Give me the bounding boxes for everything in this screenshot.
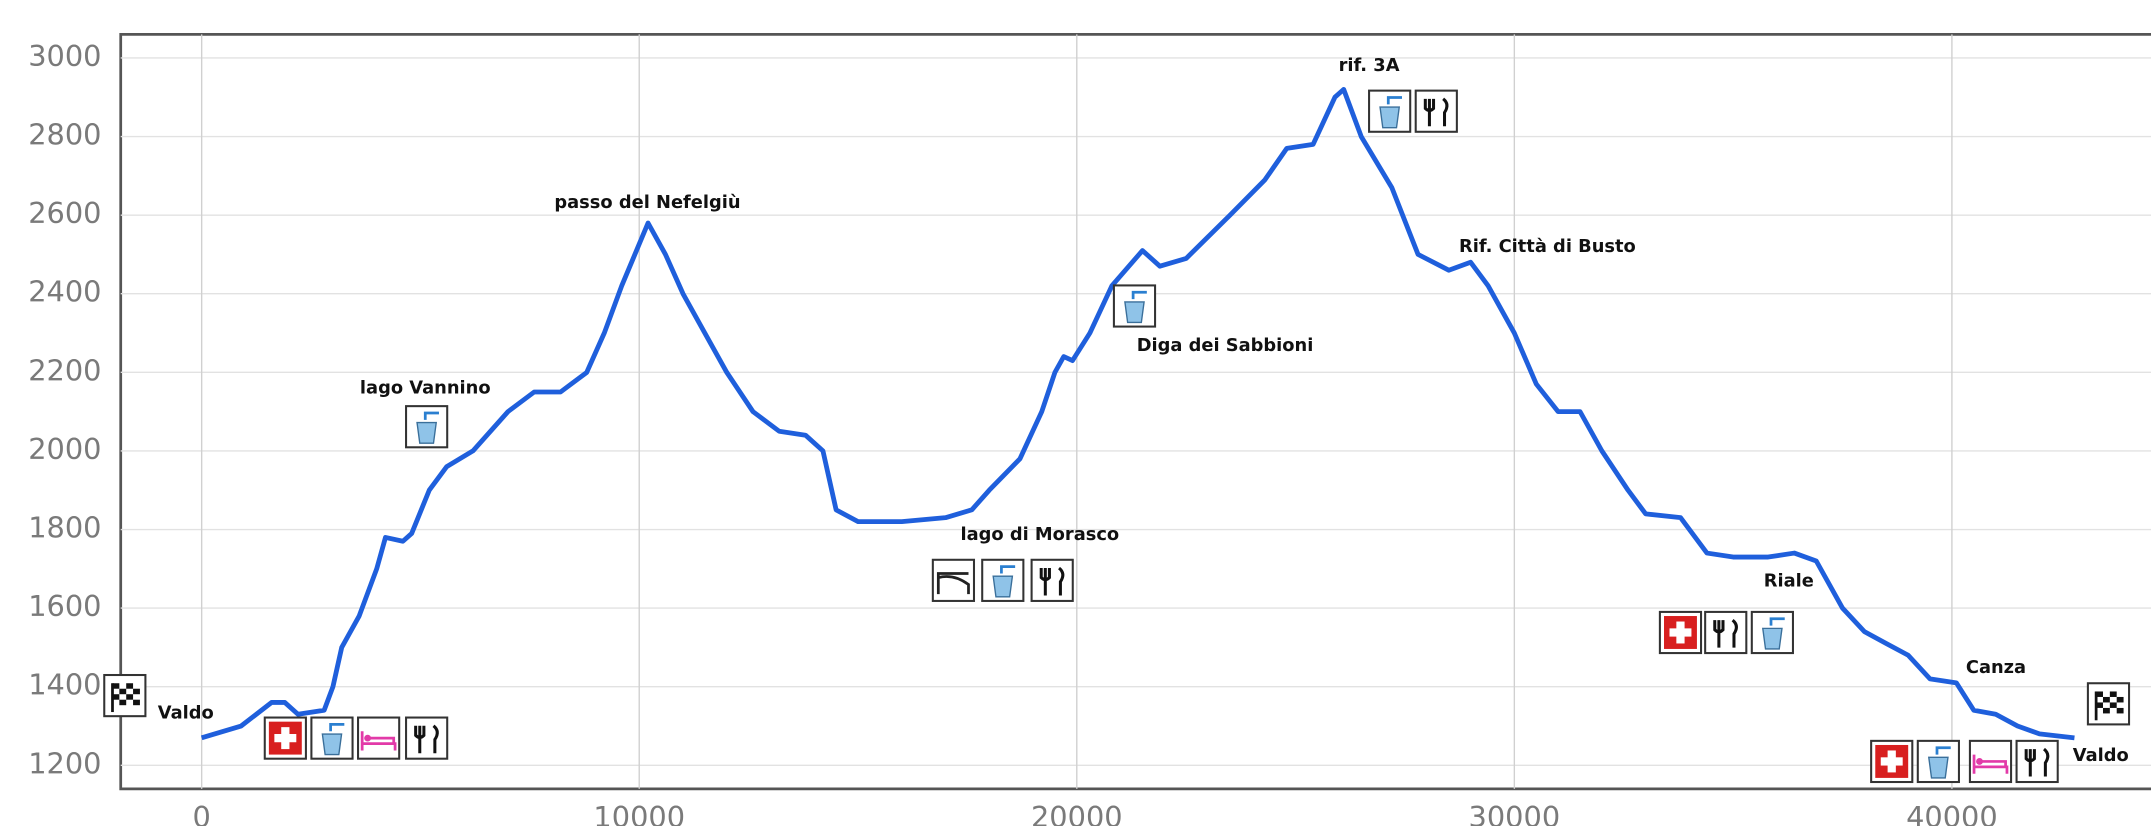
icon-part: [2096, 691, 2103, 697]
y-tick-label: 2800: [28, 118, 101, 152]
y-tick-label: 2600: [28, 196, 101, 230]
icon-part: [133, 688, 140, 695]
elevation-line: [200, 86, 2075, 741]
icon-part: [423, 411, 439, 420]
icon-part: [133, 699, 140, 706]
icon-part: [936, 572, 970, 595]
icon-fork: [1414, 89, 1458, 133]
place-label: lago Vannino: [360, 377, 491, 398]
icon-part: [1039, 566, 1065, 596]
icon-part: [1927, 756, 1949, 779]
x-tick-label: 10000: [593, 800, 685, 826]
icon-part: [1976, 758, 1983, 765]
icon-part: [2102, 696, 2110, 703]
icon-frame: [405, 716, 449, 760]
place-label: Diga dei Sabbioni: [1137, 335, 1314, 356]
icon-part: [1713, 618, 1738, 648]
icon-part: [414, 724, 439, 754]
icon-part: [2102, 707, 2110, 714]
icon-part: [2116, 707, 2124, 714]
icon-part: [1935, 746, 1951, 755]
icon-part: [1423, 97, 1449, 127]
icon-part: [1880, 757, 1903, 766]
y-tick-label: 1200: [28, 746, 101, 780]
icon-part: [321, 733, 343, 756]
icon-part: [126, 683, 134, 689]
icon-cross: [1870, 739, 1914, 784]
icon-cup: [1112, 284, 1157, 328]
place-label: Valdo: [158, 702, 214, 723]
y-tick-label: 2000: [28, 432, 101, 466]
icon-bridge: [931, 558, 976, 602]
plot-area: [119, 33, 2151, 791]
icon-part: [992, 575, 1014, 598]
icon-part: [274, 734, 297, 743]
icon-cup: [405, 405, 449, 449]
place-label: lago di Morasco: [960, 524, 1119, 545]
x-tick-label: 40000: [1906, 800, 1998, 826]
y-tick-label: 2200: [28, 353, 101, 387]
icon-fork: [1030, 558, 1074, 602]
y-tick-label: 2400: [28, 275, 101, 309]
x-tick-label: 0: [193, 800, 211, 826]
icon-part: [1000, 565, 1016, 574]
icon-flag: [103, 673, 147, 718]
icon-cup: [1368, 89, 1412, 133]
icon-frame: [2086, 682, 2131, 726]
place-label: Valdo: [2073, 745, 2129, 766]
y-tick-label: 1600: [28, 589, 101, 623]
icon-fork: [2015, 739, 2059, 784]
icon-part: [2109, 702, 2117, 708]
icon-part: [2024, 747, 2050, 777]
place-label: Canza: [1966, 657, 2026, 678]
icon-part: [112, 694, 120, 700]
icon-frame: [1030, 558, 1074, 602]
icon-flag: [2086, 682, 2131, 726]
icon-part: [2109, 691, 2117, 697]
icon-frame: [103, 673, 147, 718]
place-label: Rif. Città di Busto: [1459, 236, 1636, 257]
icon-part: [1379, 106, 1401, 129]
icon-part: [416, 421, 438, 444]
icon-frame: [1414, 89, 1458, 133]
icon-part: [119, 688, 127, 695]
icon-part: [1386, 96, 1402, 105]
icon-frame: [2015, 739, 2059, 784]
icon-fork: [1704, 610, 1748, 655]
icon-part: [2116, 696, 2124, 703]
y-tick-label: 1800: [28, 511, 101, 545]
icon-part: [112, 683, 120, 689]
icon-part: [1761, 627, 1783, 650]
icon-part: [1669, 628, 1692, 637]
icon-cup: [1916, 739, 1960, 784]
x-tick-label: 20000: [1031, 800, 1123, 826]
icon-part: [329, 723, 345, 732]
icon-fork: [405, 716, 449, 760]
icon-part: [1972, 754, 2009, 774]
icon-part: [360, 731, 397, 751]
icon-bed: [357, 716, 401, 760]
y-tick-label: 1400: [28, 668, 101, 702]
icon-cross: [1658, 610, 1703, 655]
place-label: rif. 3A: [1339, 55, 1400, 76]
icon-part: [126, 694, 134, 700]
icon-bed: [1968, 739, 2013, 784]
x-tick-label: 30000: [1469, 800, 1561, 826]
icon-frame: [1704, 610, 1748, 655]
icon-cross: [263, 716, 307, 760]
icon-cup: [981, 558, 1025, 602]
place-label: passo del Nefelgiù: [554, 192, 740, 213]
icon-part: [1131, 290, 1147, 300]
icon-part: [364, 734, 372, 742]
icon-cup: [1750, 610, 1794, 655]
icon-part: [119, 699, 127, 706]
icon-part: [1124, 301, 1145, 324]
icon-part: [2096, 702, 2103, 708]
icon-cup: [310, 716, 354, 760]
icon-part: [1769, 617, 1785, 626]
y-tick-label: 3000: [28, 39, 101, 73]
place-label: Riale: [1764, 571, 1814, 592]
